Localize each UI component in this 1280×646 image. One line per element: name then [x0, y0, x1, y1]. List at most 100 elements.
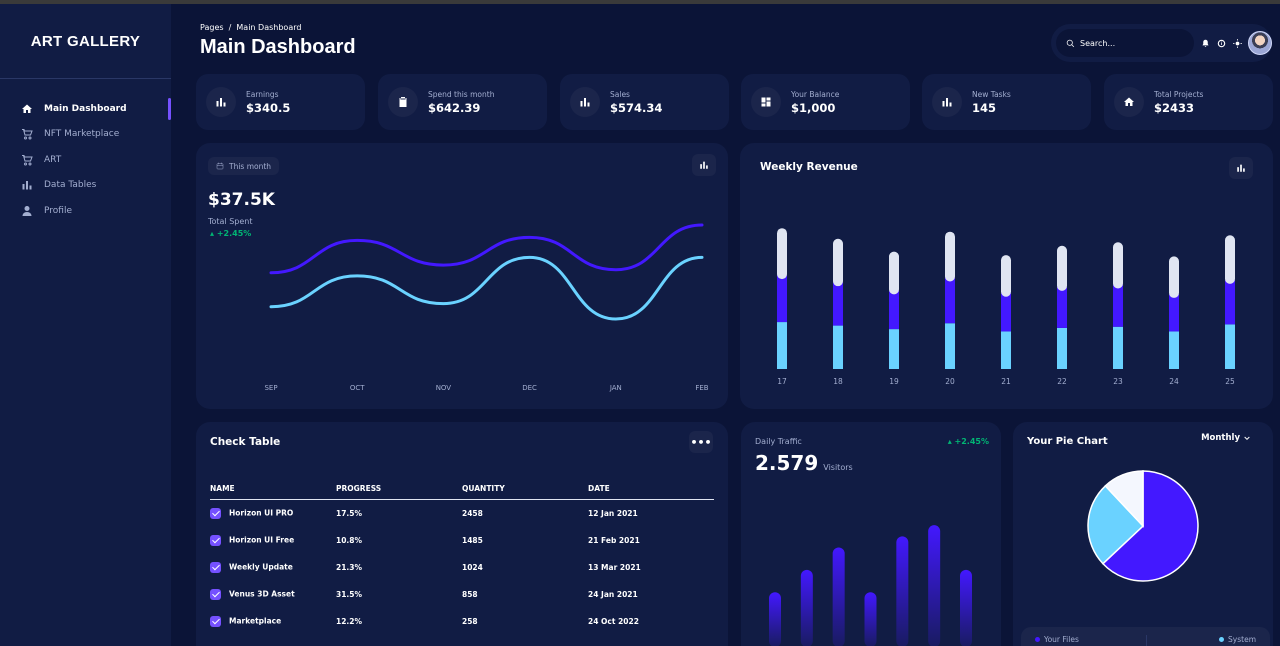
x-tick-label: 23 [1113, 377, 1123, 386]
bar-segment [1225, 235, 1235, 284]
more-options-button[interactable]: ••• [689, 431, 713, 453]
page-title: Main Dashboard [200, 36, 356, 58]
column-header[interactable]: DATE [588, 484, 714, 500]
name-cell: Horizon UI Free [210, 527, 336, 554]
traffic-unit: Visitors [823, 463, 853, 472]
total-spent-amount: $37.5K [208, 190, 275, 210]
column-header[interactable]: PROGRESS [336, 484, 462, 500]
bar-segment [833, 238, 843, 287]
stat-card-spend: Spend this month $642.39 [378, 74, 547, 130]
line-series-2 [269, 255, 704, 321]
legend-dot [1035, 637, 1040, 642]
bar-segment [833, 325, 843, 369]
line-chart: SEP OCT NOV DEC JAN FEB [264, 223, 709, 392]
bar-segment [777, 228, 787, 280]
bar-segment [889, 329, 899, 369]
x-tick-label: SEP [264, 384, 277, 392]
stat-value: $574.34 [610, 100, 663, 115]
period-label: This month [229, 161, 272, 171]
total-spent-change: ▴ +2.45% [210, 229, 252, 238]
sidebar-item-art[interactable]: ART [0, 147, 171, 173]
name-cell: Horizon UI PRO [210, 500, 336, 527]
date-cell: 13 Mar 2021 [588, 562, 641, 572]
bar-segment [889, 251, 899, 295]
table-row: Horizon UI Free 10.8% 1485 21 Feb 2021 [210, 527, 714, 554]
breadcrumb[interactable]: Pages / Main Dashboard [200, 23, 302, 32]
sidebar-divider [0, 78, 171, 79]
x-tick-label: 19 [889, 377, 899, 386]
quantity-cell: 2458 [462, 508, 483, 518]
date-cell: 21 Feb 2021 [588, 535, 640, 545]
daily-traffic-chart: 00040812141618 [769, 525, 972, 646]
calendar-icon [216, 162, 224, 170]
bar-segment [1169, 293, 1179, 332]
avatar[interactable] [1248, 31, 1272, 55]
period-dropdown[interactable]: Monthly [1201, 433, 1251, 443]
name-cell: Weekly Update [210, 554, 336, 581]
row-checkbox[interactable] [210, 534, 221, 546]
sidebar-item-data-tables[interactable]: Data Tables [0, 173, 171, 199]
quantity-cell: 1485 [462, 535, 483, 545]
row-checkbox[interactable] [210, 561, 221, 573]
bar-segment [1057, 327, 1067, 369]
bar-chart-icon [206, 87, 236, 117]
pie-chart [1087, 470, 1199, 582]
traffic-bar [864, 592, 877, 646]
x-tick-label: 24 [1169, 377, 1179, 386]
progress-cell: 12.2% [336, 616, 363, 626]
sidebar-item-label: Data Tables [44, 180, 97, 191]
daily-traffic-card: Daily Traffic 2.579 Visitors ▴ +2.45% 00… [741, 422, 1001, 646]
x-tick-label: OCT [350, 384, 365, 392]
x-tick-label: 21 [1001, 377, 1011, 386]
bar-segment [1169, 256, 1179, 298]
period-dropdown-label: Monthly [1201, 433, 1240, 443]
card-title: Daily Traffic [755, 437, 802, 446]
bar-segment [777, 275, 787, 323]
search-placeholder: Search... [1080, 38, 1116, 48]
chart-options-button[interactable] [692, 154, 716, 176]
chart-options-button[interactable] [1229, 157, 1253, 179]
row-name: Marketplace [229, 616, 282, 625]
progress-cell: 17.5% [336, 508, 363, 518]
stat-value: $642.39 [428, 100, 481, 115]
row-checkbox[interactable] [210, 615, 221, 627]
row-name: Venus 3D Asset [229, 589, 295, 598]
x-tick-label: 25 [1225, 377, 1235, 386]
cart-icon [20, 127, 34, 141]
x-tick-label: 18 [833, 377, 843, 386]
sidebar-item-main-dashboard[interactable]: Main Dashboard [0, 96, 171, 122]
row-checkbox[interactable] [210, 507, 221, 519]
quantity-cell: 258 [462, 616, 478, 626]
home-icon [1114, 87, 1144, 117]
info-icon[interactable] [1216, 38, 1226, 48]
person-icon [20, 204, 34, 218]
bell-icon[interactable] [1200, 38, 1210, 48]
chevron-down-icon [1244, 436, 1250, 441]
pie-legend: Your Files System [1021, 627, 1270, 646]
table-header-row: NAME PROGRESS QUANTITY DATE [210, 484, 714, 500]
cart-icon [20, 153, 34, 167]
x-tick-label: 20 [945, 377, 955, 386]
stat-value: $1,000 [791, 100, 836, 115]
bar-segment [1001, 292, 1011, 332]
sidebar-item-nft-marketplace[interactable]: NFT Marketplace [0, 122, 171, 148]
search-input[interactable]: Search... [1056, 29, 1194, 57]
x-tick-label: 17 [777, 377, 787, 386]
sidebar: ART GALLERY Main Dashboard NFT Marketpla… [0, 4, 171, 646]
sun-icon[interactable] [1232, 38, 1242, 48]
clipboard-icon [388, 87, 418, 117]
check-table: NAME PROGRESS QUANTITY DATE Horizon UI P… [210, 484, 714, 635]
x-tick-label: 22 [1057, 377, 1067, 386]
row-checkbox[interactable] [210, 588, 221, 600]
traffic-value: 2.579 [755, 451, 819, 475]
sidebar-item-profile[interactable]: Profile [0, 198, 171, 224]
weekly-revenue-card: Weekly Revenue 17 18 19 20 21 22 23 24 25 [740, 143, 1273, 409]
row-name: Horizon UI PRO [229, 508, 294, 518]
bar-chart-icon [1237, 164, 1245, 172]
pie-chart-card: Your Pie Chart Monthly Your Files System [1013, 422, 1273, 646]
column-header[interactable]: QUANTITY [462, 484, 588, 500]
legend-item: System [1219, 635, 1256, 644]
row-name: Weekly Update [229, 562, 293, 571]
period-selector[interactable]: This month [208, 157, 280, 175]
column-header[interactable]: NAME [210, 484, 336, 500]
